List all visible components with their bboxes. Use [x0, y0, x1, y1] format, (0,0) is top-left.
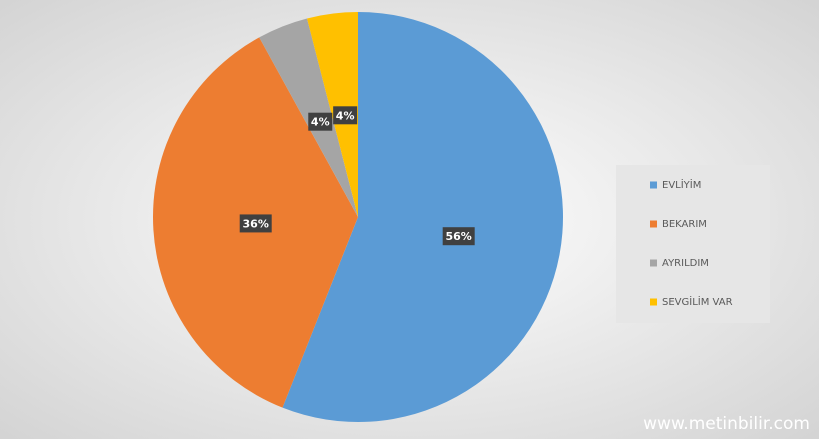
pie-slice	[307, 12, 358, 217]
data-label-box	[308, 112, 333, 131]
legend-label: BEKARIM	[662, 219, 707, 230]
data-label-box	[442, 227, 475, 246]
legend-label: SEVGİLİM VAR	[662, 295, 733, 308]
data-label: 36%	[243, 217, 269, 230]
data-label-box	[239, 214, 272, 233]
legend-swatch	[650, 220, 657, 228]
data-label-box	[333, 106, 358, 125]
legend-swatch	[650, 181, 657, 189]
legend-swatch	[650, 298, 657, 306]
legend-label: EVLİYİM	[662, 178, 701, 191]
data-label: 4%	[311, 116, 330, 129]
data-label: 56%	[446, 230, 472, 243]
legend-swatch	[650, 259, 657, 267]
data-label: 4%	[336, 109, 355, 122]
legend-label: AYRILDIM	[662, 258, 709, 269]
pie-slice	[282, 12, 563, 422]
watermark: www.metinbilir.com	[643, 414, 810, 434]
legend-box	[616, 165, 770, 323]
